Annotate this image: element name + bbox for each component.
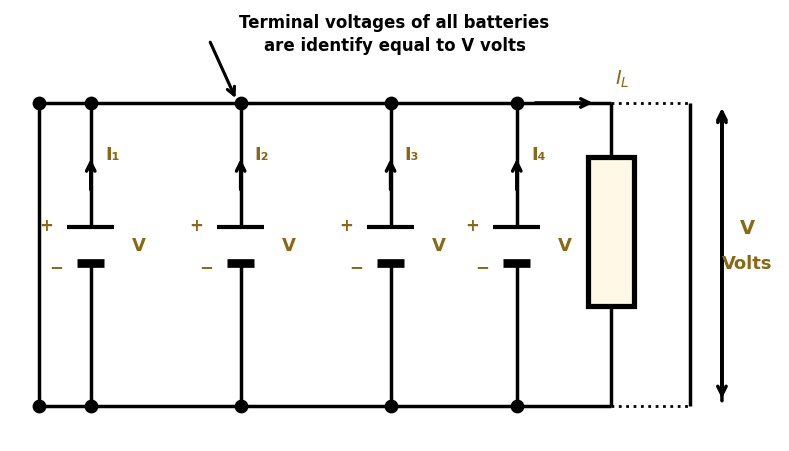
Point — [384, 100, 397, 107]
Text: −: − — [49, 257, 63, 275]
Text: Volts: Volts — [722, 255, 772, 273]
Text: Terminal voltages of all batteries
are identify equal to V volts: Terminal voltages of all batteries are i… — [239, 14, 550, 55]
Text: V: V — [132, 237, 146, 255]
Point — [84, 402, 97, 410]
Point — [84, 100, 97, 107]
Point — [33, 402, 46, 410]
Point — [234, 100, 247, 107]
Text: −: − — [349, 257, 363, 275]
Text: V: V — [282, 237, 296, 255]
Text: +: + — [338, 217, 353, 235]
Text: $I_L$: $I_L$ — [615, 68, 630, 90]
Text: +: + — [39, 217, 53, 235]
Bar — [588, 158, 634, 307]
Text: −: − — [199, 257, 213, 275]
Text: I₁: I₁ — [105, 146, 119, 163]
Point — [510, 100, 523, 107]
Text: +: + — [189, 217, 203, 235]
Text: I₃: I₃ — [405, 146, 419, 163]
Text: I₂: I₂ — [255, 146, 269, 163]
Text: I₄: I₄ — [531, 146, 545, 163]
Text: V: V — [432, 237, 446, 255]
Point — [384, 402, 397, 410]
Point — [33, 100, 46, 107]
Text: +: + — [465, 217, 479, 235]
Point — [234, 402, 247, 410]
Text: −: − — [475, 257, 489, 275]
Text: V: V — [558, 237, 572, 255]
Text: V: V — [739, 218, 755, 237]
Point — [510, 402, 523, 410]
